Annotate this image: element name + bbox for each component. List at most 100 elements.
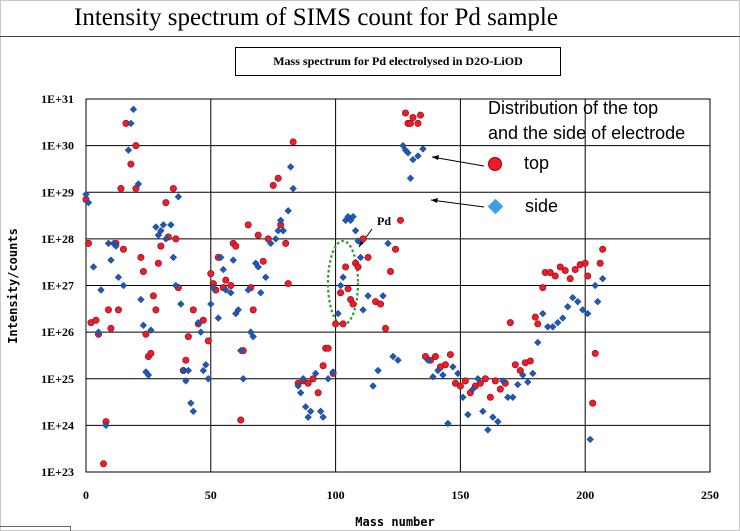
data-point-top: [319, 362, 327, 370]
data-point-side: [374, 366, 382, 375]
data-point-side: [379, 292, 387, 300]
data-point-top: [481, 375, 489, 383]
data-point-top: [172, 235, 180, 243]
data-point-side: [82, 190, 90, 199]
data-point-top: [157, 242, 165, 250]
data-point-top: [414, 119, 422, 127]
data-point-top: [476, 379, 484, 387]
data-point-top: [107, 324, 115, 332]
data-point-side: [419, 145, 427, 153]
data-point-side: [429, 373, 437, 381]
points-layer: [82, 105, 607, 468]
data-point-top: [84, 239, 92, 247]
data-point-top: [589, 399, 597, 407]
data-point-side: [182, 377, 190, 385]
data-point-top: [184, 333, 192, 341]
y-tick-labels: 1E+23 1E+24 1E+25 1E+26 1E+27 1E+28 1E+29 1E+30…: [41, 92, 74, 479]
data-point-side: [119, 281, 128, 290]
title-rule: [0, 36, 740, 37]
data-point-side: [174, 193, 183, 201]
data-point-top: [289, 138, 297, 146]
legend-arrowhead-side: [431, 198, 438, 203]
data-point-side: [172, 281, 180, 290]
data-point-top: [222, 276, 230, 284]
data-point-side: [266, 239, 275, 248]
data-point-top: [199, 316, 207, 324]
data-point-top: [339, 320, 347, 328]
data-point-side: [279, 226, 287, 235]
data-point-side: [591, 281, 599, 290]
data-point-top: [491, 377, 499, 385]
data-point-side: [217, 253, 225, 262]
data-point-side: [124, 146, 133, 154]
data-point-side: [239, 374, 248, 383]
data-point-side: [127, 119, 135, 128]
y-tick-label: 1E+27: [41, 279, 74, 293]
pd-highlight-ellipse: [326, 239, 360, 327]
data-point-top: [441, 361, 449, 369]
data-point-top: [282, 239, 290, 247]
data-point-top: [406, 119, 414, 127]
data-point-top: [269, 181, 277, 189]
data-point-top: [169, 185, 177, 193]
data-point-top: [207, 270, 215, 278]
data-point-side: [529, 369, 537, 378]
data-point-top: [596, 259, 604, 267]
data-point-side: [157, 226, 165, 235]
data-point-side: [209, 283, 218, 292]
data-point-top: [506, 319, 514, 327]
data-point-side: [112, 242, 120, 250]
legend-label-side: side: [525, 196, 559, 216]
data-point-top: [99, 460, 107, 468]
data-point-side: [356, 253, 365, 262]
data-point-side: [261, 273, 270, 282]
data-point-top: [364, 253, 372, 261]
data-point-side: [184, 366, 193, 375]
data-point-side: [509, 393, 517, 402]
data-point-side: [334, 309, 342, 318]
legend-label-top: top: [524, 153, 550, 173]
data-point-top: [349, 300, 357, 308]
data-point-top: [104, 306, 112, 314]
data-point-top: [539, 284, 547, 292]
data-point-side: [204, 374, 213, 383]
data-point-side: [129, 105, 138, 114]
x-tick-label: 150: [451, 488, 469, 502]
legend-marker-top: [488, 156, 502, 171]
data-point-side: [227, 288, 235, 297]
data-point-side: [197, 328, 205, 336]
data-point-side: [404, 149, 412, 157]
data-point-side: [339, 273, 347, 282]
data-point-top: [237, 416, 245, 424]
data-point-top: [496, 385, 504, 393]
slide-tab-stub: [0, 526, 71, 531]
data-point-side: [286, 163, 295, 171]
data-point-top: [591, 349, 599, 357]
data-point-side: [444, 419, 452, 428]
data-point-top: [139, 267, 147, 275]
data-point-side: [573, 297, 582, 306]
data-point-top: [511, 361, 519, 369]
data-point-top: [526, 357, 534, 365]
data-point-side: [469, 385, 477, 393]
data-point-top: [561, 266, 569, 274]
data-point-top: [566, 275, 574, 283]
data-point-side: [563, 303, 572, 311]
data-point-side: [177, 300, 185, 308]
data-point-side: [474, 374, 482, 383]
data-point-top: [531, 313, 539, 321]
data-point-top: [456, 382, 464, 390]
data-point-side: [489, 413, 497, 421]
data-point-side: [271, 235, 280, 243]
data-point-side: [102, 421, 110, 430]
data-point-top: [396, 216, 404, 224]
data-point-top: [581, 259, 589, 267]
data-point-side: [434, 366, 442, 375]
data-point-top: [182, 356, 190, 364]
data-point-top: [354, 263, 362, 271]
data-point-side: [311, 369, 320, 378]
data-point-top: [486, 393, 494, 401]
legend-heading: Distribution of the top and the side of …: [488, 98, 686, 143]
legend-arrow-top: [431, 156, 485, 167]
data-point-top: [117, 185, 125, 193]
